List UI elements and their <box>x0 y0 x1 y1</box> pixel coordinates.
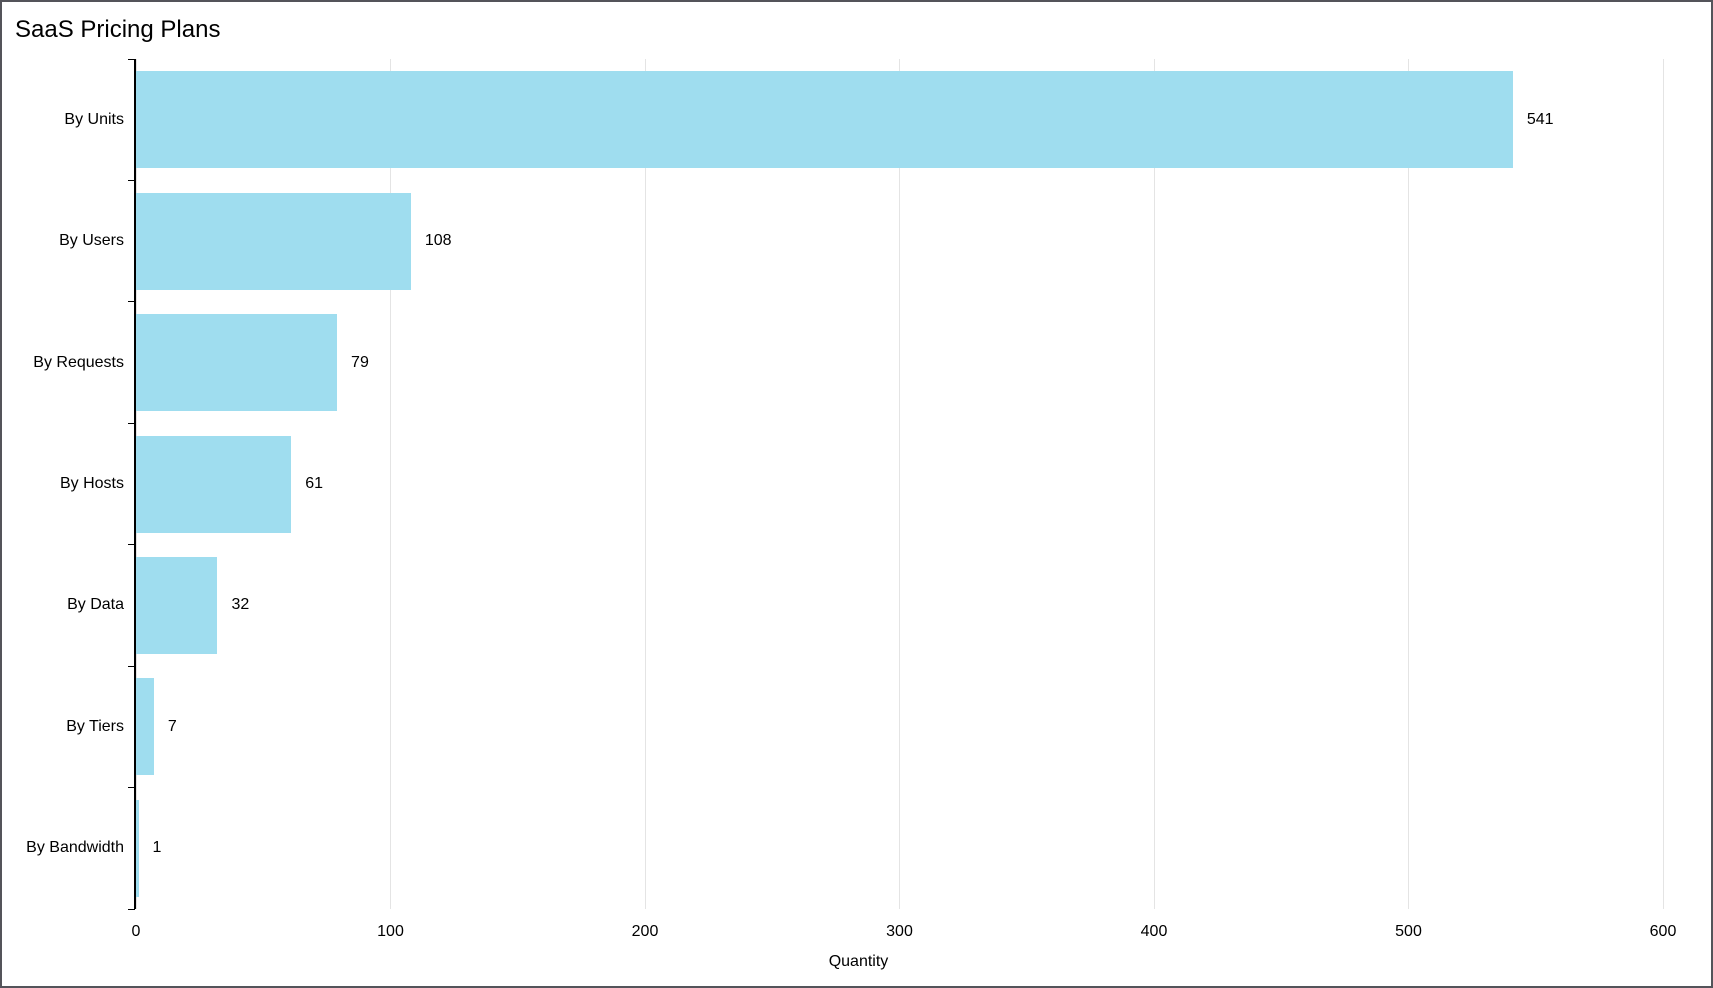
x-axis-tick-label: 300 <box>886 923 913 940</box>
y-axis-category-label: By Data <box>67 596 124 614</box>
gridline <box>644 59 646 909</box>
y-axis-category-label: By Hosts <box>59 475 124 492</box>
bar-value-label: 108 <box>424 232 452 250</box>
bar <box>136 314 338 412</box>
y-axis-tick <box>128 787 135 789</box>
y-axis-category-label: By Requests <box>33 353 124 371</box>
bar <box>136 435 292 533</box>
y-axis-category-label: By Users <box>59 232 124 250</box>
bar-value-label: 1 <box>152 839 162 857</box>
bar-value-label: 541 <box>1526 110 1554 128</box>
x-axis-tick-label: 100 <box>377 923 404 940</box>
gridline <box>1662 59 1664 909</box>
bar <box>136 192 411 290</box>
y-axis-category-label: By Units <box>64 110 124 128</box>
y-axis-tick <box>128 908 135 910</box>
y-axis-tick <box>128 179 135 181</box>
x-axis-title: Quantity <box>828 953 889 970</box>
gridline <box>1153 59 1155 909</box>
x-axis-tick-label: 0 <box>131 923 141 940</box>
y-axis-tick <box>128 301 135 303</box>
y-axis-line <box>134 59 136 909</box>
y-axis-category-label: By Tiers <box>66 717 124 735</box>
bar-value-label: 7 <box>167 717 177 735</box>
x-axis-tick-label: 200 <box>631 923 659 940</box>
bar <box>136 799 139 897</box>
y-axis-tick <box>128 422 135 424</box>
y-axis-tick <box>128 665 135 667</box>
x-axis-tick-label: 400 <box>1140 923 1168 940</box>
gridline <box>390 59 391 909</box>
x-axis-tick-label: 600 <box>1649 923 1677 940</box>
x-axis-tick-label: 500 <box>1395 923 1422 940</box>
gridline <box>899 59 900 909</box>
y-axis-tick <box>128 58 135 60</box>
bar-value-label: 61 <box>305 475 324 492</box>
y-axis-category-label: By Bandwidth <box>26 839 124 857</box>
gridline <box>1408 59 1409 909</box>
bar <box>136 556 218 654</box>
bar <box>136 71 1513 169</box>
bar-value-label: 32 <box>231 596 250 614</box>
bar <box>136 678 154 776</box>
bar-value-label: 79 <box>351 353 369 371</box>
chart-title: SaaS Pricing Plans <box>15 16 221 43</box>
y-axis-tick <box>128 544 135 546</box>
